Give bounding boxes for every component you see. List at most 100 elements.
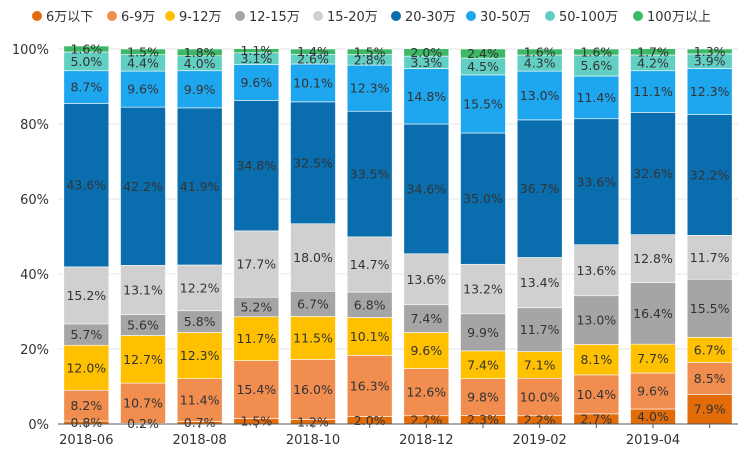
data-label: 15.5%: [690, 301, 730, 316]
bar-segment: [176, 332, 223, 379]
y-tick-label: 20%: [20, 343, 49, 358]
bar-segment: [516, 257, 563, 309]
bar-segment: [63, 70, 110, 104]
bar-segment: [63, 344, 110, 391]
x-tick-label: 2019-02: [513, 433, 567, 448]
data-label: 10.1%: [350, 329, 390, 344]
x-tick-label: 2018-10: [286, 433, 340, 448]
data-label: 4.5%: [467, 59, 499, 74]
data-label: 7.4%: [410, 311, 442, 326]
bar-segment: [460, 48, 506, 59]
y-tick-label: 40%: [20, 268, 49, 283]
data-label: 8.2%: [70, 398, 102, 413]
legend-swatch: [633, 11, 643, 21]
bar-segment: [630, 112, 676, 235]
data-label: 4.0%: [184, 56, 216, 71]
data-label: 1.5%: [354, 44, 386, 59]
data-label: 43.6%: [66, 178, 106, 193]
data-label: 13.0%: [520, 88, 560, 103]
data-label: 41.9%: [180, 179, 220, 194]
bar-segment: [63, 389, 110, 422]
bar-segment: [290, 48, 336, 55]
data-label: 5.0%: [70, 54, 102, 69]
data-label: 1.4%: [297, 44, 329, 59]
data-label: 13.6%: [576, 263, 616, 278]
legend-swatch: [545, 11, 555, 21]
bar-segment: [176, 70, 223, 109]
bar-segment: [120, 48, 166, 55]
data-label: 9.9%: [467, 325, 499, 340]
data-label: 4.4%: [127, 55, 159, 70]
data-label: 5.7%: [70, 327, 102, 342]
data-label: 0.7%: [184, 415, 216, 430]
bar-segment: [516, 307, 563, 352]
bar-segment: [120, 265, 166, 315]
bar-segment: [176, 378, 223, 422]
bar-segment: [290, 359, 336, 420]
data-label: 4.0%: [637, 409, 669, 424]
data-label: 6.7%: [694, 342, 726, 357]
data-label: 9.9%: [184, 82, 216, 97]
data-label: 12.3%: [180, 348, 220, 363]
bar-segment: [403, 332, 450, 369]
data-label: 32.6%: [633, 166, 673, 181]
bar-segment: [290, 63, 336, 103]
bar-segment: [573, 374, 620, 415]
data-label: 33.6%: [576, 174, 616, 189]
data-label: 14.8%: [406, 89, 446, 104]
bar-segment: [573, 295, 620, 345]
x-axis: 2018-06 2018-08 2018-10 2018-12 2019-02 2019-…: [58, 423, 738, 448]
data-label: 11.7%: [690, 250, 730, 265]
bar-segment: [516, 351, 563, 379]
bar-segment: [630, 372, 676, 410]
data-label: 2.6%: [297, 52, 329, 67]
data-label: 7.4%: [467, 357, 499, 372]
bar-segment: [233, 48, 280, 54]
data-label: 1.5%: [240, 414, 272, 429]
legend-label: 20-30万: [405, 10, 456, 25]
data-label: 35.0%: [463, 191, 503, 206]
bar-segment: [346, 355, 393, 417]
data-label: 15.2%: [66, 288, 106, 303]
bar-segment: [120, 106, 166, 266]
bar-segment: [403, 368, 450, 417]
data-label: 2.8%: [354, 52, 386, 67]
data-label: 12.3%: [350, 81, 390, 96]
data-label: 8.1%: [580, 352, 612, 367]
bar-segment: [346, 291, 393, 318]
data-label: 12.7%: [123, 352, 163, 367]
data-label: 5.6%: [580, 58, 612, 73]
bar-segment: [176, 264, 223, 312]
data-label: 16.3%: [350, 378, 390, 393]
data-label: 3.9%: [694, 54, 726, 69]
y-axis: 0% 20% 40% 60% 80% 100%: [12, 43, 49, 433]
data-label: 9.8%: [467, 390, 499, 405]
y-tick-label: 100%: [12, 43, 49, 58]
y-tick-label: 0%: [28, 418, 49, 433]
data-label: 1.5%: [127, 44, 159, 59]
data-label: 18.0%: [293, 250, 333, 265]
legend-label: 100万以上: [647, 10, 711, 25]
legend-swatch: [107, 11, 117, 21]
data-label: 11.7%: [520, 322, 560, 337]
bar-segment: [233, 230, 280, 298]
data-label: 10.7%: [123, 396, 163, 411]
bar-segment: [403, 48, 450, 57]
data-label: 3.1%: [240, 51, 272, 66]
bar-segment: [460, 74, 506, 134]
data-label: 12.0%: [66, 360, 106, 375]
data-label: 10.1%: [293, 75, 333, 90]
data-label: 11.4%: [576, 90, 616, 105]
bar-segment: [573, 48, 620, 56]
bar-segment: [176, 48, 223, 57]
data-label: 6.7%: [297, 296, 329, 311]
legend-swatch: [165, 11, 175, 21]
legend-label: 6万以下: [46, 10, 93, 25]
bar-segment: [403, 253, 450, 306]
bar-segment: [686, 278, 733, 338]
data-label: 1.3%: [694, 44, 726, 59]
data-label: 13.1%: [123, 282, 163, 297]
legend-swatch: [32, 11, 42, 21]
legend-label: 30-50万: [480, 10, 531, 25]
data-label: 7.9%: [694, 402, 726, 417]
